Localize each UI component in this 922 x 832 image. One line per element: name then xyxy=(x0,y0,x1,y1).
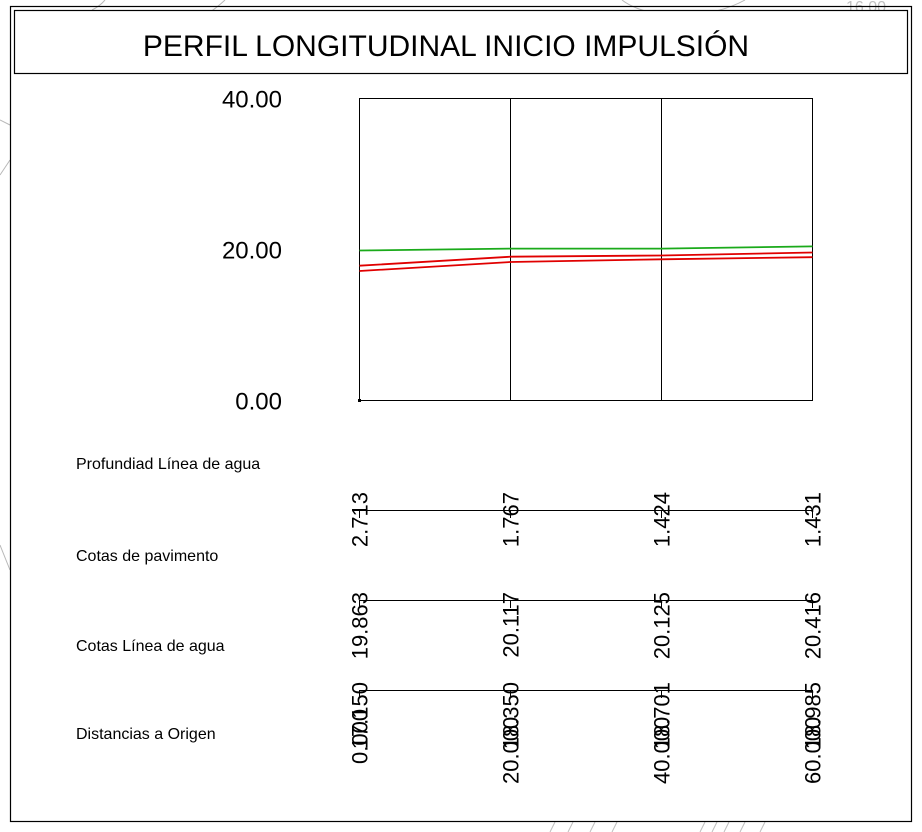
table-cell-value: 60.000 xyxy=(801,717,826,784)
series-line-terrain xyxy=(359,245,813,252)
table-cell-value: 20.000 xyxy=(499,717,524,784)
y-tick-label: 0.00 xyxy=(235,389,282,416)
y-tick-label: 40.00 xyxy=(222,87,282,114)
drawing-title: PERFIL LONGITUDINAL INICIO IMPULSIÓN xyxy=(143,30,749,63)
profile-series xyxy=(358,245,813,402)
sketch-curve xyxy=(91,0,106,11)
series-line-pipe_top xyxy=(359,251,813,267)
table-row-label: Cotas de pavimento xyxy=(76,548,218,565)
table-cell-value: 1.767 xyxy=(499,492,524,547)
y-tick-label: 20.00 xyxy=(222,238,282,265)
station-gridlines xyxy=(510,98,662,401)
table-row-label: Distancias a Origen xyxy=(76,726,216,743)
sketch-line xyxy=(0,544,11,571)
sketch-hatching xyxy=(549,821,766,832)
table-row-label: Profundiad Línea de agua xyxy=(76,456,260,473)
outer-frame xyxy=(9,5,913,823)
profile-chart: 40.00 20.00 0.00 xyxy=(222,87,813,416)
table-cell-value: 0.000 xyxy=(348,709,373,764)
origin-marker xyxy=(358,399,361,402)
table-cell-value: 40.000 xyxy=(650,717,675,784)
table-cell-value: 1.431 xyxy=(801,492,826,547)
title-box xyxy=(13,9,909,75)
table-cell-value: 2.713 xyxy=(348,492,373,547)
series-line-pipe_bottom xyxy=(359,256,813,272)
table-cell-value: 1.424 xyxy=(650,492,675,547)
y-axis-ticks: 40.00 20.00 0.00 xyxy=(222,87,282,416)
plot-frame xyxy=(359,98,813,401)
sketch-line xyxy=(0,119,11,126)
table-row-label: Cotas Línea de agua xyxy=(76,638,225,655)
sketch-line xyxy=(0,159,11,176)
profile-data-table: Profundiad Línea de agua 2.713 1.767 1.424 1… xyxy=(76,456,826,784)
